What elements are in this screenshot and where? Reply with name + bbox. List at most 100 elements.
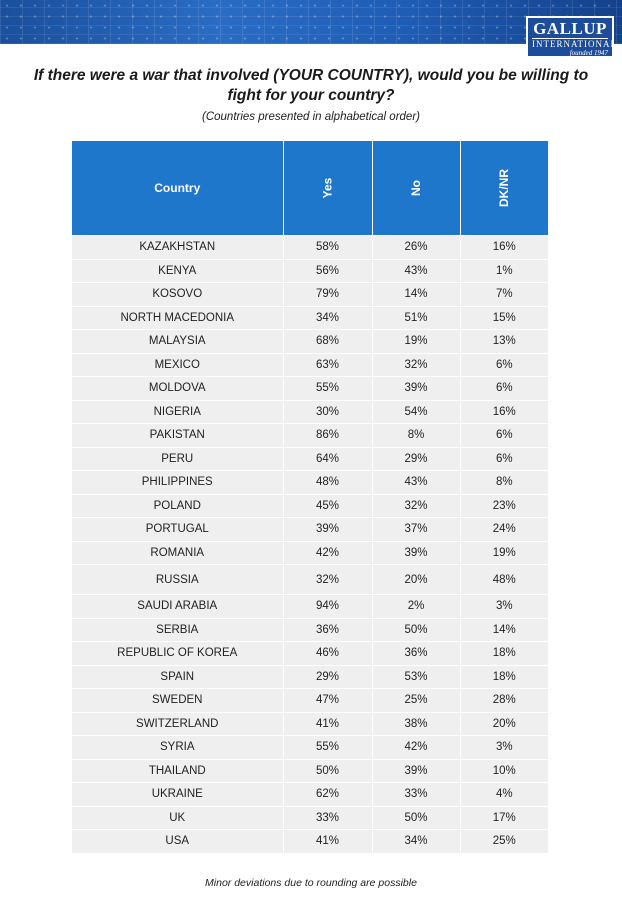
- table-body: KAZAKHSTAN 58% 26% 16% KENYA 56% 43% 1% KOSOVO 79…: [72, 235, 548, 853]
- cell-country: PAKISTAN: [72, 423, 284, 447]
- table-row: PHILIPPINES 48% 43% 8%: [72, 470, 548, 494]
- cell-country: PHILIPPINES: [72, 470, 284, 494]
- cell-no: 50%: [372, 617, 461, 642]
- cell-dknr: 19%: [460, 540, 548, 565]
- cell-country: NORTH MACEDONIA: [72, 305, 284, 330]
- cell-yes: 41%: [283, 711, 373, 736]
- cell-yes: 41%: [283, 829, 373, 853]
- cell-no: 43%: [372, 258, 461, 283]
- table-row: MOLDOVA 55% 39% 6%: [72, 376, 548, 400]
- cell-no: 25%: [372, 688, 461, 712]
- table-row: KENYA 56% 43% 1%: [72, 258, 548, 283]
- question-title: If there were a war that involved (YOUR …: [33, 67, 589, 104]
- cell-country: KENYA: [72, 258, 284, 283]
- cell-country: RUSSIA: [72, 564, 284, 595]
- table-row: KOSOVO 79% 14% 7%: [72, 282, 548, 306]
- cell-no: 29%: [372, 446, 461, 471]
- table-row: SWEDEN 47% 25% 28%: [72, 688, 548, 712]
- cell-dknr: 28%: [460, 688, 548, 712]
- table-row: PAKISTAN 86% 8% 6%: [72, 423, 548, 447]
- cell-dknr: 7%: [460, 282, 548, 306]
- cell-yes: 32%: [283, 564, 373, 595]
- table-row: THAILAND 50% 39% 10%: [72, 758, 548, 783]
- cell-dknr: 6%: [460, 446, 548, 471]
- cell-no: 42%: [372, 735, 461, 759]
- cell-country: PERU: [72, 446, 284, 471]
- cell-country: POLAND: [72, 493, 284, 518]
- cell-yes: 63%: [283, 352, 373, 377]
- cell-dknr: 6%: [460, 352, 548, 377]
- cell-dknr: 18%: [460, 664, 548, 689]
- cell-dknr: 10%: [460, 758, 548, 783]
- cell-yes: 79%: [283, 282, 373, 306]
- cell-dknr: 6%: [460, 423, 548, 447]
- cell-no: 54%: [372, 399, 461, 424]
- table-row: SPAIN 29% 53% 18%: [72, 664, 548, 689]
- cell-yes: 64%: [283, 446, 373, 471]
- subtitle: (Countries presented in alphabetical ord…: [202, 111, 420, 123]
- cell-country: SWEDEN: [72, 688, 284, 712]
- cell-dknr: 3%: [460, 735, 548, 759]
- cell-yes: 42%: [283, 540, 373, 565]
- cell-dknr: 23%: [460, 493, 548, 518]
- cell-no: 32%: [372, 493, 461, 518]
- cell-country: PORTUGAL: [72, 517, 284, 541]
- cell-yes: 55%: [283, 376, 373, 400]
- cell-country: SERBIA: [72, 617, 284, 642]
- table-header-row: Country Yes No DK/NR: [72, 141, 548, 236]
- header-banner: [0, 0, 622, 44]
- table-row: PORTUGAL 39% 37% 24%: [72, 517, 548, 541]
- table-row: UK 33% 50% 17%: [72, 805, 548, 830]
- cell-no: 8%: [372, 423, 461, 447]
- cell-yes: 47%: [283, 688, 373, 712]
- cell-no: 43%: [372, 470, 461, 494]
- cell-country: SYRIA: [72, 735, 284, 759]
- column-header-country: Country: [72, 141, 284, 236]
- cell-no: 2%: [372, 594, 461, 618]
- cell-country: MOLDOVA: [72, 376, 284, 400]
- cell-dknr: 6%: [460, 376, 548, 400]
- column-header-no: No: [372, 141, 461, 236]
- cell-no: 50%: [372, 805, 461, 830]
- cell-dknr: 18%: [460, 641, 548, 665]
- cell-country: REPUBLIC OF KOREA: [72, 641, 284, 665]
- cell-yes: 46%: [283, 641, 373, 665]
- cell-dknr: 48%: [460, 564, 548, 595]
- cell-country: SPAIN: [72, 664, 284, 689]
- cell-country: SWITZERLAND: [72, 711, 284, 736]
- table-row: NORTH MACEDONIA 34% 51% 15%: [72, 305, 548, 330]
- cell-dknr: 25%: [460, 829, 548, 853]
- cell-dknr: 16%: [460, 235, 548, 259]
- table-row: UKRAINE 62% 33% 4%: [72, 782, 548, 806]
- cell-no: 33%: [372, 782, 461, 806]
- cell-yes: 68%: [283, 329, 373, 353]
- table-row: MALAYSIA 68% 19% 13%: [72, 329, 548, 353]
- cell-no: 39%: [372, 376, 461, 400]
- cell-no: 34%: [372, 829, 461, 853]
- cell-yes: 45%: [283, 493, 373, 518]
- gallup-logo: GALLUP INTERNATIONAL founded 1947: [526, 16, 616, 58]
- cell-yes: 56%: [283, 258, 373, 283]
- cell-dknr: 20%: [460, 711, 548, 736]
- cell-yes: 58%: [283, 235, 373, 259]
- cell-dknr: 15%: [460, 305, 548, 330]
- cell-no: 39%: [372, 758, 461, 783]
- table-row: RUSSIA 32% 20% 48%: [72, 564, 548, 595]
- cell-dknr: 13%: [460, 329, 548, 353]
- table-row: POLAND 45% 32% 23%: [72, 493, 548, 518]
- cell-country: NIGERIA: [72, 399, 284, 424]
- cell-no: 19%: [372, 329, 461, 353]
- table-row: KAZAKHSTAN 58% 26% 16%: [72, 235, 548, 259]
- cell-yes: 34%: [283, 305, 373, 330]
- cell-yes: 94%: [283, 594, 373, 618]
- table-row: SWITZERLAND 41% 38% 20%: [72, 711, 548, 736]
- cell-no: 36%: [372, 641, 461, 665]
- cell-no: 39%: [372, 540, 461, 565]
- cell-yes: 48%: [283, 470, 373, 494]
- cell-no: 14%: [372, 282, 461, 306]
- cell-yes: 39%: [283, 517, 373, 541]
- cell-yes: 50%: [283, 758, 373, 783]
- table-row: SERBIA 36% 50% 14%: [72, 617, 548, 642]
- cell-no: 37%: [372, 517, 461, 541]
- cell-country: THAILAND: [72, 758, 284, 783]
